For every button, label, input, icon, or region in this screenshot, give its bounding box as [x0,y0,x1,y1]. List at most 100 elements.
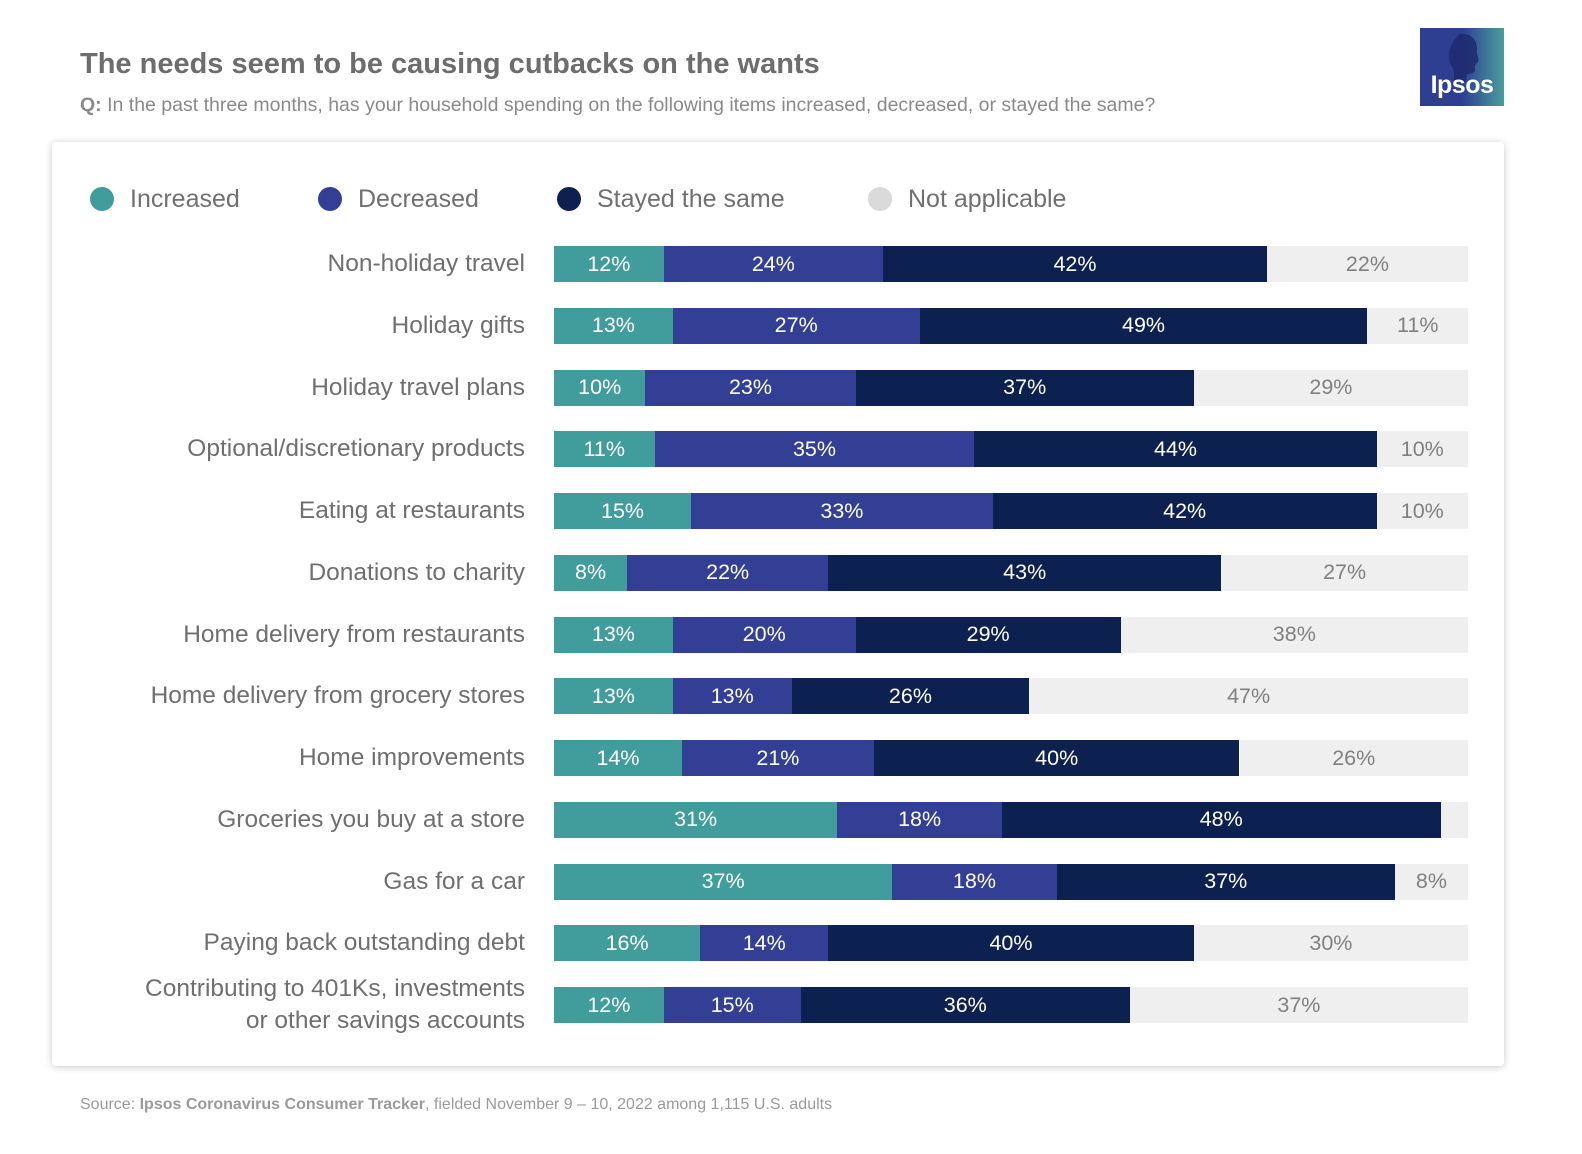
data-label: 23% [728,375,773,399]
legend-item-3: Not applicable [868,183,1066,215]
bar-segment: 40% [873,740,1240,776]
legend-label: Stayed the same [597,184,785,213]
data-label: 47% [1227,683,1271,708]
data-label: 11% [583,436,625,461]
bar-segment: 29% [855,616,1121,653]
question-text: In the past three months, has your house… [101,94,1156,116]
bar-segment: 10% [1376,493,1468,529]
bar-segment: 30% [1193,925,1468,962]
data-label: 40% [1035,745,1079,770]
bar-segment: 8% [1394,863,1468,900]
category-label: Gas for a car [383,867,525,895]
data-label: 10% [1400,436,1444,461]
data-label: 30% [1309,930,1353,955]
data-label: 8% [1415,869,1447,893]
data-label: 15% [601,498,645,523]
bar-segment: 11% [1367,307,1468,344]
bar-segment: 48% [1001,801,1441,838]
bar-segment: 12% [554,246,664,282]
bar-segment: 44% [974,431,1377,468]
category-label: Paying back outstanding debt [203,929,525,957]
bar-segment: 40% [828,925,1194,962]
data-label: 20% [742,622,786,646]
bar-segment: 14% [700,925,829,962]
data-label: 14% [596,745,640,770]
legend-item-0: Increased [90,183,240,215]
category-label: Holiday travel plans [311,373,525,401]
bar-segment: 12% [554,987,664,1023]
bar-segment: 20% [672,616,856,653]
bar-segment: 18% [892,863,1057,900]
category-label: Optional/discretionary products [187,435,525,463]
bar-segment: 38% [1120,616,1468,653]
data-label: 43% [1003,560,1047,585]
legend-swatch [868,187,892,211]
data-label: 10% [578,375,622,399]
bar-segment: 21% [681,740,874,776]
data-label: 29% [1309,375,1353,399]
bar-segment: 49% [919,307,1368,344]
data-label: 18% [898,807,942,832]
bar-segment: 23% [645,369,856,406]
data-label: 26% [888,683,932,708]
bar-segment: 36% [800,987,1130,1023]
bar-segment: 11% [554,431,655,468]
bar-segment: 15% [554,493,692,529]
data-label: 40% [989,930,1033,955]
bar-segment: 16% [554,925,701,962]
bar-segment: 22% [1266,246,1468,282]
bar-segment: 10% [1376,431,1468,468]
bar-segment: 29% [1193,369,1468,406]
data-label: 36% [943,992,987,1017]
data-label: 37% [1204,869,1248,893]
data-label: 22% [706,560,750,585]
bar-segment: 10% [554,369,646,406]
category-label: Holiday gifts [391,311,525,339]
data-label: 44% [1153,436,1198,461]
chart-title: The needs seem to be causing cutbacks on… [80,48,820,80]
data-label: 22% [1345,251,1389,276]
data-label: 38% [1272,622,1316,646]
category-label: Donations to charity [308,558,525,586]
source-name: Ipsos Coronavirus Consumer Tracker [139,1096,426,1113]
data-label: 37% [701,869,745,893]
data-label: 12% [587,251,631,276]
category-label: Home delivery from restaurants [183,620,525,648]
data-label: 29% [966,622,1010,646]
data-label: 42% [1053,251,1097,276]
chart-subtitle: Q: In the past three months, has your ho… [80,94,1155,117]
bar-segment: 8% [554,554,628,591]
bar-segment: 37% [554,863,893,900]
ipsos-logo: Ipsos [1420,28,1504,106]
legend-swatch [318,187,342,211]
bar-segment: 47% [1029,678,1468,715]
bar-segment: 22% [627,554,829,591]
data-label: 48% [1199,807,1243,832]
bar-segment [1440,801,1468,838]
chart-card [52,142,1504,1066]
bar-segment: 27% [1221,554,1468,591]
data-label: 15% [710,992,754,1017]
bar-segment: 13% [554,307,673,344]
data-label: 12% [587,992,631,1017]
bar-segment: 13% [554,678,673,715]
bar-segment: 26% [791,678,1030,715]
ipsos-head-silhouette-icon [1448,33,1479,82]
bar-segment: 42% [883,246,1267,282]
category-label: Non-holiday travel [327,250,525,277]
bar-segment: 13% [554,616,673,653]
bar-segment: 37% [855,369,1194,406]
data-label: 37% [1003,375,1047,399]
data-label: 42% [1163,498,1207,523]
data-label: 18% [952,869,996,893]
data-label: 14% [742,930,786,955]
data-label: 11% [1397,313,1439,338]
data-label: 49% [1122,313,1166,338]
data-label: 33% [820,498,864,523]
question-prefix: Q: [80,94,102,116]
data-label: 26% [1332,745,1376,770]
bar-segment: 37% [1056,863,1395,900]
category-label: Home improvements [298,744,525,771]
bar-segment: 31% [554,801,838,838]
data-label: 37% [1277,992,1321,1017]
